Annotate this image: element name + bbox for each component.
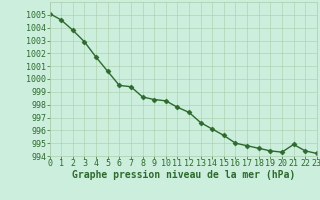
X-axis label: Graphe pression niveau de la mer (hPa): Graphe pression niveau de la mer (hPa) [72, 170, 295, 180]
